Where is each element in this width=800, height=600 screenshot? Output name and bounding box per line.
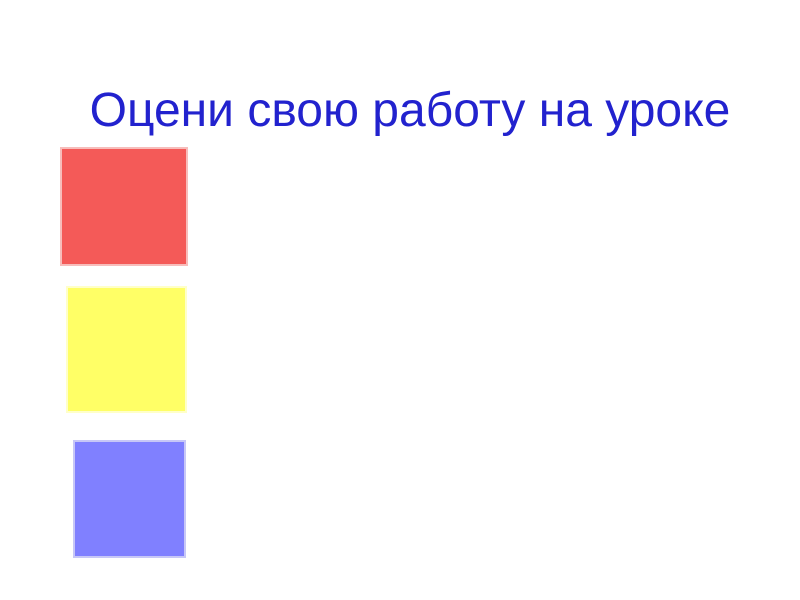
yellow-square[interactable] <box>66 286 187 413</box>
blue-square[interactable] <box>73 440 186 558</box>
slide-title: Оцени свою работу на уроке <box>89 84 731 138</box>
red-square[interactable] <box>60 147 188 266</box>
